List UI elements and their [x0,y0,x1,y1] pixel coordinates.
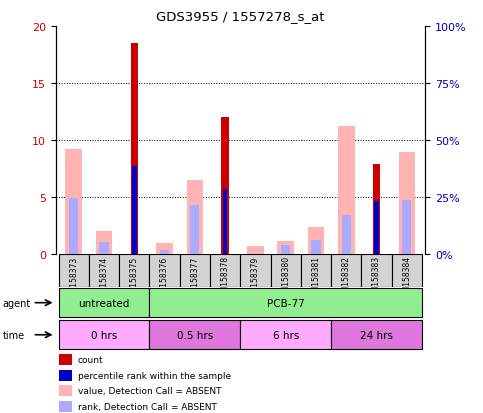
Text: rank, Detection Call = ABSENT: rank, Detection Call = ABSENT [78,402,216,411]
Bar [58,289,149,317]
Text: GSM158382: GSM158382 [342,256,351,301]
Bar [180,254,210,287]
Bar [247,246,264,254]
Bar [149,289,422,317]
Bar [58,254,89,287]
Bar [392,254,422,287]
Text: 0.5 hrs: 0.5 hrs [177,330,213,340]
Bar [190,205,199,254]
Bar [130,44,138,254]
Text: 24 hrs: 24 hrs [360,330,393,340]
Text: GSM158383: GSM158383 [372,256,381,301]
Bar [402,201,412,254]
Bar [186,180,203,254]
Bar [149,254,180,287]
Bar [270,254,301,287]
Text: GSM158378: GSM158378 [221,256,229,301]
Bar [59,385,72,396]
Bar [223,189,227,254]
Bar [277,242,294,254]
Text: GSM158384: GSM158384 [402,256,412,301]
Text: value, Detection Call = ABSENT: value, Detection Call = ABSENT [78,386,221,395]
Bar [312,240,321,254]
Text: time: time [2,330,25,340]
Text: 6 hrs: 6 hrs [272,330,299,340]
Text: GSM158375: GSM158375 [130,256,139,302]
Bar [69,198,78,254]
Bar [341,216,351,254]
Bar [361,254,392,287]
Text: count: count [78,355,103,364]
Bar [221,118,229,254]
Bar [398,153,415,254]
Bar [331,320,422,349]
Bar [373,164,380,254]
Bar [241,254,270,287]
Text: GSM158374: GSM158374 [99,256,109,302]
Bar [160,251,169,254]
Text: GSM158373: GSM158373 [69,256,78,302]
Bar [149,320,241,349]
Bar [281,245,290,254]
Title: GDS3955 / 1557278_s_at: GDS3955 / 1557278_s_at [156,10,325,23]
Bar [58,320,149,349]
Bar [65,150,82,254]
Text: percentile rank within the sample: percentile rank within the sample [78,371,231,380]
Bar [301,254,331,287]
Text: agent: agent [2,298,30,308]
Bar [119,254,149,287]
Text: 0 hrs: 0 hrs [91,330,117,340]
Text: GSM158380: GSM158380 [281,256,290,301]
Bar [210,254,241,287]
Bar [374,202,379,254]
Text: GSM158377: GSM158377 [190,256,199,302]
Text: GSM158376: GSM158376 [160,256,169,302]
Bar [308,228,325,254]
Bar [338,127,355,254]
Text: GSM158381: GSM158381 [312,256,321,301]
Text: PCB-77: PCB-77 [267,298,305,308]
Bar [156,244,173,254]
Text: GSM158379: GSM158379 [251,256,260,302]
Bar [59,370,72,381]
Bar [99,243,109,254]
Bar [59,354,72,366]
Bar [132,166,137,254]
Bar [241,320,331,349]
Bar [89,254,119,287]
Bar [331,254,361,287]
Text: untreated: untreated [78,298,130,308]
Bar [96,231,113,254]
Bar [59,401,72,412]
